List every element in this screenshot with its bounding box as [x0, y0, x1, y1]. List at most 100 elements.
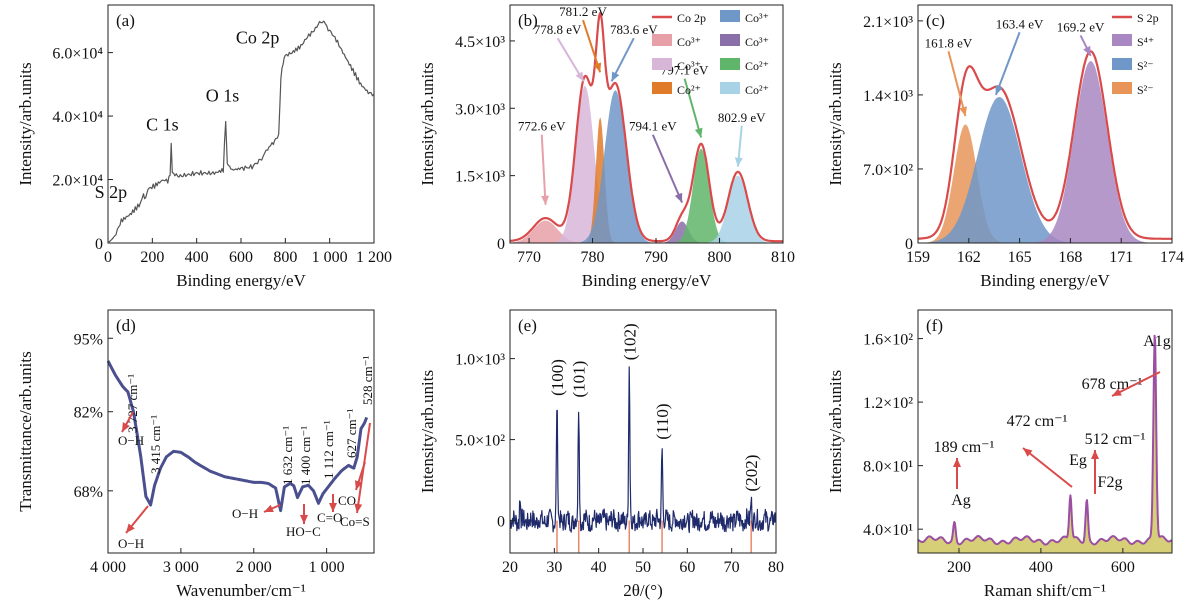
x-axis-label: Raman shift/cm⁻¹ [984, 581, 1106, 600]
x-tick-label: 174 [1160, 249, 1184, 266]
x-tick-label: 800 [273, 249, 297, 266]
peak-label: C 1s [146, 114, 179, 134]
assignment-arrow-head [264, 504, 274, 513]
legend-swatch [720, 34, 740, 46]
panel-label: (b) [518, 11, 538, 30]
panel-label: (c) [926, 11, 945, 30]
panel-f: 200 400 600 4.0×10¹ 8.0×10¹ 1.2×10² 1.6×10² Ram… [826, 309, 1173, 600]
spectrum-line [107, 20, 375, 244]
peak-energy-label: 161.8 eV [925, 35, 973, 50]
peak-arrow [994, 31, 1021, 96]
legend-label: Co 2p [677, 11, 706, 25]
peak-energy-label: 797.1 eV [661, 63, 709, 78]
x-tick-label: 0 [104, 249, 112, 266]
plot-area [918, 334, 1172, 553]
assignment-arrow-head [354, 503, 363, 513]
y-tick-label: 7.0×10² [863, 162, 913, 179]
x-axis-label: 2θ/(°) [623, 581, 663, 600]
peak-arrow-head [1091, 450, 1099, 459]
legend-label: Co³⁺ [745, 11, 769, 25]
x-tick-label: 40 [591, 559, 607, 576]
peak-arrow [683, 78, 703, 138]
wavenumber-label: 528 cm⁻¹ [360, 356, 375, 405]
legend-label: S²⁻ [1137, 59, 1154, 73]
plot-area [510, 12, 783, 243]
x-tick-label: 3 000 [163, 559, 199, 576]
panel-d: 4 000 3 000 2 000 1 000 68% 82% 95% Wavenumber/… [16, 309, 375, 600]
x-tick-label: 1 000 [309, 559, 345, 576]
peak-arrow-head [995, 85, 1003, 95]
peak-arrow [947, 51, 967, 117]
component-peak [918, 61, 1172, 243]
shift-label: 512 cm⁻¹ [1085, 431, 1146, 448]
shift-label: 472 cm⁻¹ [1007, 413, 1068, 430]
component-peak [510, 220, 783, 243]
legend-swatch [1112, 82, 1132, 94]
wavenumber-label: 1 112 cm⁻¹ [321, 420, 336, 479]
y-tick-label: 1.6×10² [863, 332, 913, 349]
shift-label: 189 cm⁻¹ [934, 439, 995, 456]
xrd-pattern [510, 366, 776, 534]
panel-label: (d) [116, 316, 136, 335]
y-tick-label: 95% [74, 331, 103, 348]
peak-arrow [582, 19, 602, 73]
legend-label: Co²⁺ [745, 83, 769, 97]
peak-arrow-head [541, 195, 550, 205]
peak-arrow-head [953, 458, 961, 467]
peak-arrow-head [734, 157, 743, 167]
peak-energy-label: 778.8 eV [534, 22, 582, 37]
peak-energy-label: 783.6 eV [610, 22, 658, 37]
component-peak [918, 97, 1172, 243]
x-tick-label: 60 [679, 559, 695, 576]
panel-b: 770 780 790 800 810 0 1.5×10³ 3.0×10³ 4.5×10³ Bin… [418, 4, 795, 290]
raman-line [918, 334, 1172, 546]
y-tick-label: 0 [905, 236, 913, 253]
wavenumber-label: 1 400 cm⁻¹ [298, 426, 313, 485]
x-tick-label: 200 [140, 249, 164, 266]
legend-swatch [1112, 34, 1132, 46]
peak-label: Co 2p [236, 27, 280, 47]
y-axis-label: Intensity/arb.units [826, 62, 845, 185]
panel-e: 20 30 40 50 60 70 80 0 5.0×10² 1.0×10³ 2θ/(°) Inten… [418, 309, 784, 600]
x-tick-label: 810 [771, 249, 795, 266]
x-tick-label: 168 [1058, 249, 1082, 266]
peak-energy-label: 163.4 eV [996, 16, 1044, 31]
y-axis-label: Transmittance/arb.units [16, 351, 35, 511]
plot-frame [107, 309, 375, 554]
peak-energy-label: 169.2 eV [1057, 19, 1105, 34]
legend-label: S²⁻ [1137, 83, 1154, 97]
mode-label: Ag [951, 492, 971, 509]
x-tick-label: 80 [768, 559, 784, 576]
x-tick-label: 2 000 [236, 559, 272, 576]
ftir-curve [106, 360, 369, 513]
peak-arrow [540, 134, 547, 205]
peak-arrow-head [674, 192, 683, 203]
y-tick-label: 1.5×10³ [455, 169, 505, 186]
bond-label: CO [338, 493, 356, 508]
legend-swatch [720, 82, 740, 94]
legend-label: Co²⁺ [677, 83, 701, 97]
y-tick-label: 4.5×10³ [455, 34, 505, 51]
y-tick-label: 0 [95, 236, 103, 253]
x-axis-label: Binding energy/eV [582, 271, 712, 290]
y-axis-label: Intensity/arb.units [418, 62, 437, 185]
y-tick-label: 4.0×10¹ [863, 522, 913, 539]
mode-label: Eg [1069, 452, 1087, 469]
peak-arrow-head [1083, 45, 1091, 56]
legend-swatch [1112, 58, 1132, 70]
x-tick-label: 600 [229, 249, 253, 266]
hkl-label: (102) [620, 323, 639, 360]
x-tick-label: 171 [1109, 249, 1133, 266]
assignment-arrow-head [329, 503, 337, 512]
panel-a: 0 200 400 600 800 1 000 1 200 0 2.0×10⁴ 4.0×10⁴ 6.… [16, 4, 392, 290]
y-tick-label: 4.0×10⁴ [52, 109, 103, 126]
bond-label: Co=S [340, 514, 370, 529]
legend-swatch [720, 10, 740, 22]
peak-arrow [651, 134, 683, 203]
y-tick-label: 0 [497, 514, 505, 531]
plot-area [510, 366, 776, 553]
legend-label: S 2p [1137, 11, 1159, 25]
plot-frame [917, 309, 1173, 554]
y-tick-label: 82% [74, 405, 103, 422]
assignment-arrow-head [300, 515, 308, 524]
